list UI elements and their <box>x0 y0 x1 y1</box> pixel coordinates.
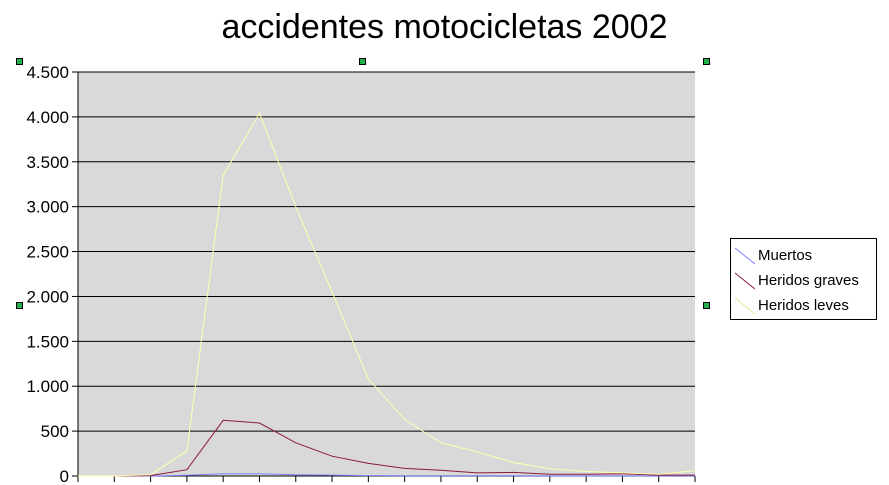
legend-label-muertos: Muertos <box>758 247 813 264</box>
series-line-heridos-leves[interactable] <box>78 112 696 477</box>
legend-label-heridos-graves: Heridos graves <box>758 272 859 289</box>
legend-swatch-muertos <box>735 247 755 265</box>
legend-label-heridos-leves: Heridos leves <box>758 297 849 314</box>
y-tick-label-3500: 3.500 <box>26 153 69 172</box>
selection-handle-middle-right[interactable] <box>703 302 710 309</box>
y-tick-label-1000: 1.000 <box>26 377 69 396</box>
legend-swatch-heridos-graves <box>735 272 755 290</box>
gridlines <box>78 71 695 432</box>
legend-swatch-heridos-leves <box>735 297 755 315</box>
y-tick-label-2500: 2.500 <box>26 243 69 262</box>
y-tick-labels: 0 500 1.000 1.500 2.000 2.500 3.000 3.500 4.000 4… <box>26 63 69 485</box>
chart-title: accidentes motocicletas 2002 <box>221 8 668 46</box>
y-tick-label-2000: 2.000 <box>26 287 69 306</box>
selection-handle-top-left[interactable] <box>16 58 23 65</box>
y-tick-label-0: 0 <box>60 467 69 485</box>
series-lines <box>78 112 696 477</box>
legend-entry-heridos-leves: Heridos leves <box>731 295 876 317</box>
selection-handle-top-center[interactable] <box>359 58 366 65</box>
legend-entry-muertos: Muertos <box>731 245 876 267</box>
y-tick-label-500: 500 <box>41 422 69 441</box>
y-tick-label-1500: 1.500 <box>26 332 69 351</box>
y-tick-label-3000: 3.000 <box>26 198 69 217</box>
plot-area[interactable] <box>78 72 695 476</box>
y-tick-label-4500: 4.500 <box>26 63 69 82</box>
series-line-muertos[interactable] <box>78 473 695 477</box>
selection-handle-top-right[interactable] <box>703 58 710 65</box>
y-tick-label-4000: 4.000 <box>26 108 69 127</box>
legend-entry-heridos-graves: Heridos graves <box>731 270 876 292</box>
selection-handle-middle-left[interactable] <box>16 302 23 309</box>
series-line-heridos-graves[interactable] <box>78 419 695 477</box>
legend[interactable]: Muertos Heridos graves Heridos leves <box>730 238 877 320</box>
